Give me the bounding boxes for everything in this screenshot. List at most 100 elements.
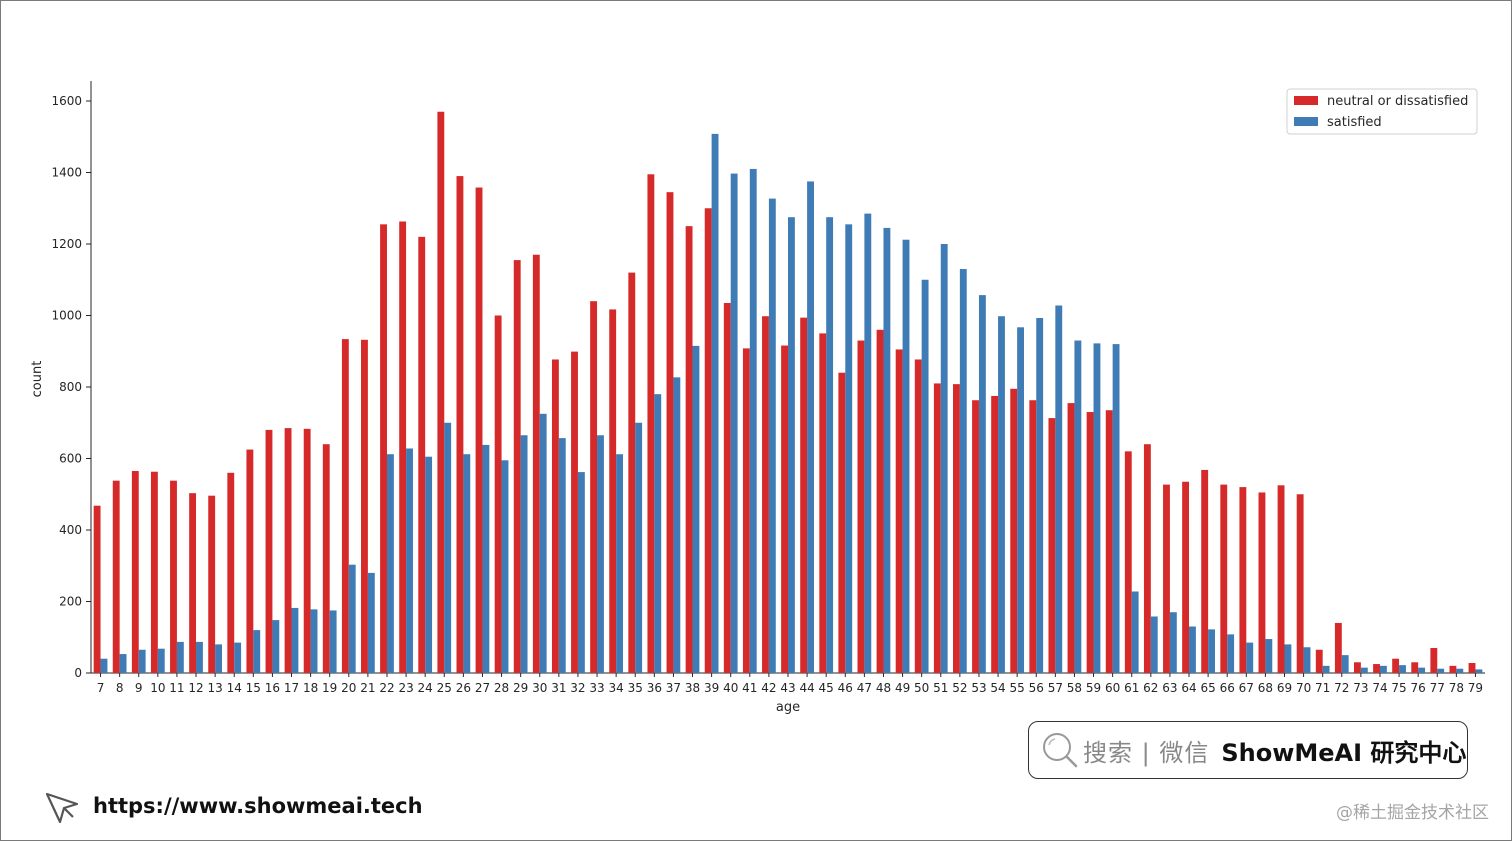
x-tick-label: 57 [1048,681,1063,695]
bar-satisfied-age-74 [1379,665,1387,673]
x-tick-label: 29 [513,681,528,695]
x-tick-label: 33 [589,681,604,695]
bar-satisfied-age-16 [272,620,280,673]
bar-neutral-age-47 [857,340,865,673]
y-tick-label: 1000 [51,309,82,323]
bar-satisfied-age-17 [291,607,299,673]
x-tick-label: 48 [876,681,891,695]
bar-satisfied-age-27 [482,444,490,673]
bar-neutral-age-28 [494,315,502,673]
x-tick-label: 30 [532,681,547,695]
bar-neutral-age-63 [1163,484,1170,673]
bar-satisfied-age-56 [1036,318,1044,673]
bar-satisfied-age-71 [1322,665,1330,673]
bar-neutral-age-37 [666,192,674,673]
bar-satisfied-age-63 [1169,612,1177,673]
x-tick-label: 62 [1143,681,1158,695]
x-tick-label: 50 [914,681,929,695]
bar-neutral-age-70 [1296,494,1304,673]
bar-neutral-age-42 [762,316,769,673]
website-url: https://www.showmeai.tech [93,794,423,818]
bar-satisfied-age-24 [425,456,433,673]
cursor-icon [45,792,79,824]
bar-neutral-age-67 [1239,487,1247,673]
bar-neutral-age-78 [1449,665,1457,673]
legend-frame [1286,88,1478,135]
bar-neutral-age-41 [742,348,750,673]
bar-neutral-age-22 [380,224,387,673]
bar-satisfied-age-44 [807,181,814,673]
legend-label-satisfied: satisfied [1327,115,1382,130]
x-tick-label: 53 [971,681,986,695]
x-tick-label: 58 [1067,681,1082,695]
bar-neutral-age-14 [227,472,235,673]
bar-satisfied-age-79 [1475,669,1483,673]
bar-satisfied-age-22 [386,454,394,673]
x-tick-label: 44 [799,681,814,695]
bar-satisfied-age-49 [902,239,910,673]
x-tick-label: 64 [1181,681,1196,695]
bar-neutral-age-32 [571,351,578,673]
x-tick-label: 27 [475,681,490,695]
bar-satisfied-age-21 [367,572,375,673]
x-tick-label: 73 [1353,681,1368,695]
x-tick-label: 34 [608,681,623,695]
x-tick-label: 51 [933,681,948,695]
bar-satisfied-age-67 [1246,642,1254,673]
bar-neutral-age-76 [1411,662,1419,673]
bar-neutral-age-56 [1029,400,1037,673]
x-tick-label: 41 [742,681,757,695]
bar-neutral-age-64 [1182,481,1190,673]
bar-satisfied-age-36 [654,394,662,673]
x-tick-label: 37 [666,681,681,695]
bar-neutral-age-7 [93,505,101,673]
bar-neutral-age-29 [513,260,521,673]
bar-neutral-age-13 [208,495,216,673]
bar-satisfied-age-19 [329,610,337,673]
x-tick-label: 77 [1430,681,1445,695]
bar-neutral-age-25 [437,111,445,674]
x-tick-label: 74 [1372,681,1387,695]
bar-neutral-age-12 [189,493,197,673]
x-tick-label: 71 [1315,681,1330,695]
bar-neutral-age-75 [1392,658,1400,673]
bar-neutral-age-54 [991,395,999,673]
bar-satisfied-age-15 [253,630,261,673]
bar-neutral-age-59 [1086,412,1094,673]
bar-satisfied-age-46 [845,224,853,673]
x-tick-label: 23 [398,681,413,695]
bar-neutral-age-66 [1220,484,1228,673]
bar-neutral-age-65 [1201,469,1209,673]
bar-satisfied-age-51 [940,244,948,673]
bar-satisfied-age-39 [711,133,719,673]
bar-satisfied-age-14 [234,642,242,673]
x-tick-label: 52 [952,681,967,695]
bar-satisfied-age-53 [978,295,986,673]
y-tick-label: 1600 [51,94,82,108]
bar-neutral-age-74 [1373,664,1380,673]
x-tick-label: 56 [1029,681,1044,695]
bar-neutral-age-61 [1124,451,1132,673]
bar-satisfied-age-65 [1208,629,1215,673]
bar-neutral-age-43 [781,345,788,673]
bar-neutral-age-21 [361,339,368,673]
x-tick-label: 68 [1258,681,1273,695]
x-tick-label: 18 [303,681,318,695]
bar-satisfied-age-10 [157,648,165,673]
x-tick-label: 78 [1449,681,1464,695]
bar-satisfied-age-61 [1131,591,1139,673]
y-tick-label: 1200 [51,237,82,251]
bar-neutral-age-60 [1105,410,1113,673]
bar-satisfied-age-77 [1437,668,1445,673]
bar-neutral-age-9 [131,471,139,673]
bar-neutral-age-51 [933,383,941,673]
x-tick-label: 70 [1296,681,1311,695]
bar-neutral-age-77 [1430,647,1438,673]
x-tick-label: 40 [723,681,738,695]
x-tick-label: 69 [1277,681,1292,695]
legend-swatch-neutral [1294,96,1318,105]
bar-neutral-age-46 [838,372,846,673]
bar-satisfied-age-68 [1265,639,1273,673]
